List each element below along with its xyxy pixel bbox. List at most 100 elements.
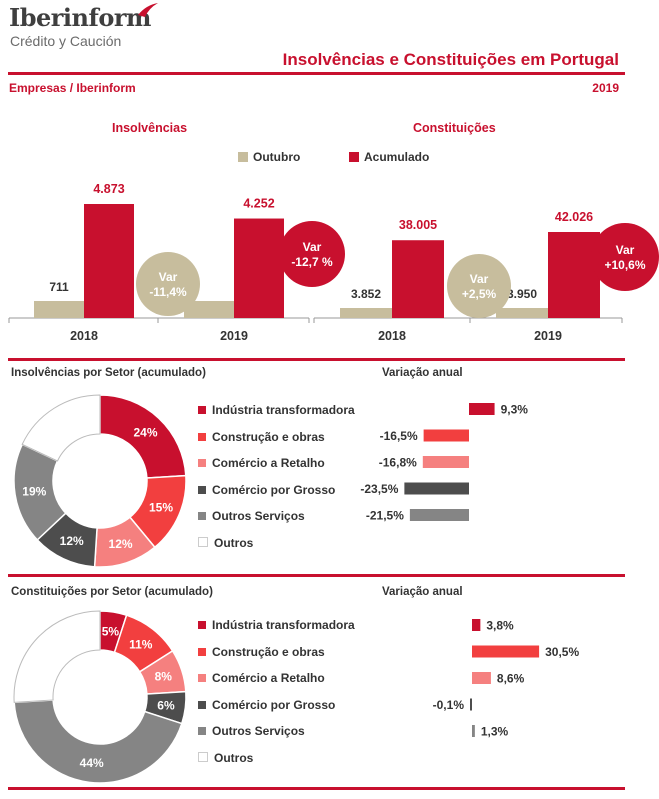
constitutions-var-title-1: Var	[616, 243, 635, 257]
constitution-sectors-legend-item: Outros	[198, 750, 355, 766]
insolvency-sectors-variation-bar-2	[422, 456, 469, 468]
constitution-sectors-legend-label: Comércio a Retalho	[212, 671, 325, 685]
logo-wordmark: Iberinform	[9, 3, 158, 32]
constitutions-category-2019: 2019	[534, 329, 562, 343]
constitution-sectors-legend-item: Indústria transformadora	[198, 617, 355, 633]
insolvency-sectors-slice-label-2: 12%	[109, 537, 133, 551]
insolvency-sectors-legend-label: Outros Serviços	[212, 509, 305, 523]
insolvency-sectors-legend-item: Outros	[198, 535, 355, 551]
insolvencies-label-monthly-2018: 711	[49, 280, 69, 294]
insolvency-sectors-legend-item: Comércio por Grosso	[198, 482, 355, 498]
insolvency-sectors-legend-label: Indústria transformadora	[212, 403, 355, 417]
insolvency-sectors-slice-label-4: 19%	[22, 484, 46, 498]
insolvency-sectors-variation-label-2: -16,8%	[379, 456, 417, 470]
constitution-sectors-legend-item: Comércio a Retalho	[198, 670, 355, 686]
constitution-sectors-variation-bar-2	[472, 672, 491, 684]
insolvencies-bar-cumulative-2019	[234, 218, 284, 318]
constitution-sectors-variation-bar-1	[472, 645, 540, 658]
constitutions-var-bubble-monthly	[447, 254, 511, 318]
constitution-sectors-legend-swatch	[198, 621, 206, 629]
insolvency-sectors-legend-item: Indústria transformadora	[198, 402, 355, 418]
constitutions-var-value-1: +10,6%	[604, 258, 645, 272]
logo-swoosh-icon	[138, 3, 158, 17]
insolvency-variation-title: Variação anual	[382, 367, 463, 379]
insolvency-sectors-variation-label-1: -16,5%	[380, 429, 418, 443]
insolvency-sectors-variation-label-0: 9,3%	[501, 403, 529, 417]
insolvency-sectors-legend-swatch	[198, 536, 208, 547]
constitution-sectors-slice-label-4: 44%	[80, 756, 104, 770]
logo-name: Iberinform	[9, 3, 151, 32]
insolvency-sectors-variation-label-4: -21,5%	[366, 509, 404, 523]
constitution-sectors-legend-label: Indústria transformadora	[212, 618, 355, 632]
constitution-sector-title: Constituições por Setor (acumulado)	[11, 586, 213, 598]
insolvency-sectors-slice-label-0: 24%	[134, 426, 158, 440]
page-title: Insolvências e Constituições em Portugal	[282, 50, 619, 69]
insolvency-sectors-legend-swatch	[198, 459, 206, 467]
constitution-sectors-slice-label-3: 6%	[157, 698, 175, 712]
insolvencies-var-value-1: -12,7 %	[291, 255, 333, 269]
insolvency-sectors-variation-bar-1	[423, 429, 469, 442]
constitution-sectors-legend-swatch	[198, 674, 206, 682]
insolvency-sectors-slice-label-3: 12%	[60, 534, 84, 548]
constitution-sectors-legend-item: Construção e obras	[198, 644, 355, 660]
constitutions-bar-cumulative-2018	[392, 240, 444, 318]
insolvencies-category-2019: 2019	[220, 329, 248, 343]
legend-swatch-monthly	[238, 152, 248, 162]
constitution-sectors-slice-5	[13, 610, 101, 703]
insolvency-sectors-legend-swatch	[198, 432, 206, 441]
constitution-sectors-slice-label-1: 11%	[129, 637, 153, 651]
legend-monthly: Outubro	[238, 150, 300, 164]
constitutions-bar-monthly-2019	[496, 308, 548, 318]
report-year: 2019	[592, 81, 619, 95]
insolvency-sectors-legend-swatch	[198, 512, 206, 520]
section-rule-2	[8, 574, 625, 577]
insolvencies-var-bubble-monthly	[136, 252, 200, 316]
title-rule	[8, 72, 625, 75]
constitutions-label-monthly-2018: 3.852	[351, 287, 381, 301]
constitutions-var-value-0: +2,5%	[462, 287, 497, 301]
insolvencies-var-bubble-cumulative	[279, 221, 345, 287]
constitution-sectors-legend-label: Outros	[214, 750, 254, 765]
insolvencies-label-cumulative-2019: 4.252	[243, 197, 274, 211]
constitution-sectors-legend-item: Outros Serviços	[198, 723, 355, 739]
legend-cumulative-label: Acumulado	[364, 150, 430, 164]
insolvency-sectors-legend-label: Comércio por Grosso	[212, 482, 336, 497]
constitution-sectors-slice-label-0: 5%	[102, 624, 120, 638]
constitution-sectors-legend-swatch	[198, 647, 206, 656]
constitution-sectors-variation-label-1: 30,5%	[545, 645, 579, 659]
constitutions-label-cumulative-2018: 38.005	[399, 218, 437, 232]
constitution-sectors-variation-bar-4	[472, 725, 475, 737]
insolvency-sectors-slice-label-1: 15%	[149, 500, 173, 514]
legend-cumulative: Acumulado	[349, 150, 429, 164]
insolvency-sectors-legend-label: Construção e obras	[212, 429, 325, 444]
legend-swatch-cumulative	[349, 152, 359, 162]
insolvency-sectors-legend-item: Comércio a Retalho	[198, 455, 355, 471]
constitution-sectors-variation-label-4: 1,3%	[481, 725, 509, 739]
constitution-sectors-legend-label: Construção e obras	[212, 644, 325, 659]
insolvencies-bar-monthly-2019	[184, 301, 234, 318]
insolvency-sector-legend: Indústria transformadora Construção e obr…	[198, 402, 355, 561]
constitution-sectors-legend-item: Comércio por Grosso	[198, 697, 355, 713]
constitution-sectors-slice-4	[13, 699, 183, 784]
insolvencies-bar-cumulative-2018	[84, 204, 134, 318]
insolvency-sectors-variation-bar-0	[469, 403, 495, 415]
constitutions-chart-title: Constituições	[413, 121, 496, 135]
constitution-sectors-variation-label-3: -0,1%	[433, 698, 465, 712]
constitution-sectors-legend-label: Comércio por Grosso	[212, 697, 336, 712]
constitution-sectors-legend-swatch	[198, 727, 206, 735]
constitution-sectors-legend-label: Outros Serviços	[212, 724, 305, 738]
insolvency-sectors-legend-swatch	[198, 406, 206, 414]
constitution-sectors-variation-label-0: 3,8%	[486, 619, 514, 633]
constitution-variation-title: Variação anual	[382, 586, 463, 598]
constitutions-bar-monthly-2018	[340, 308, 392, 318]
insolvency-sector-title: Insolvências por Setor (acumulado)	[11, 367, 206, 379]
legend-monthly-label: Outubro	[253, 150, 301, 164]
insolvency-sectors-legend-item: Construção e obras	[198, 429, 355, 445]
insolvencies-var-value-0: -11,4%	[149, 285, 187, 299]
insolvency-sectors-legend-label: Outros	[214, 535, 254, 550]
insolvencies-var-title-0: Var	[159, 270, 178, 284]
insolvency-sectors-variation-bar-4	[409, 509, 469, 521]
constitution-sectors-variation-bar-0	[472, 619, 481, 631]
page-subtitle: Empresas / Iberinform	[9, 81, 136, 95]
constitution-sectors-slice-label-2: 8%	[155, 669, 173, 683]
